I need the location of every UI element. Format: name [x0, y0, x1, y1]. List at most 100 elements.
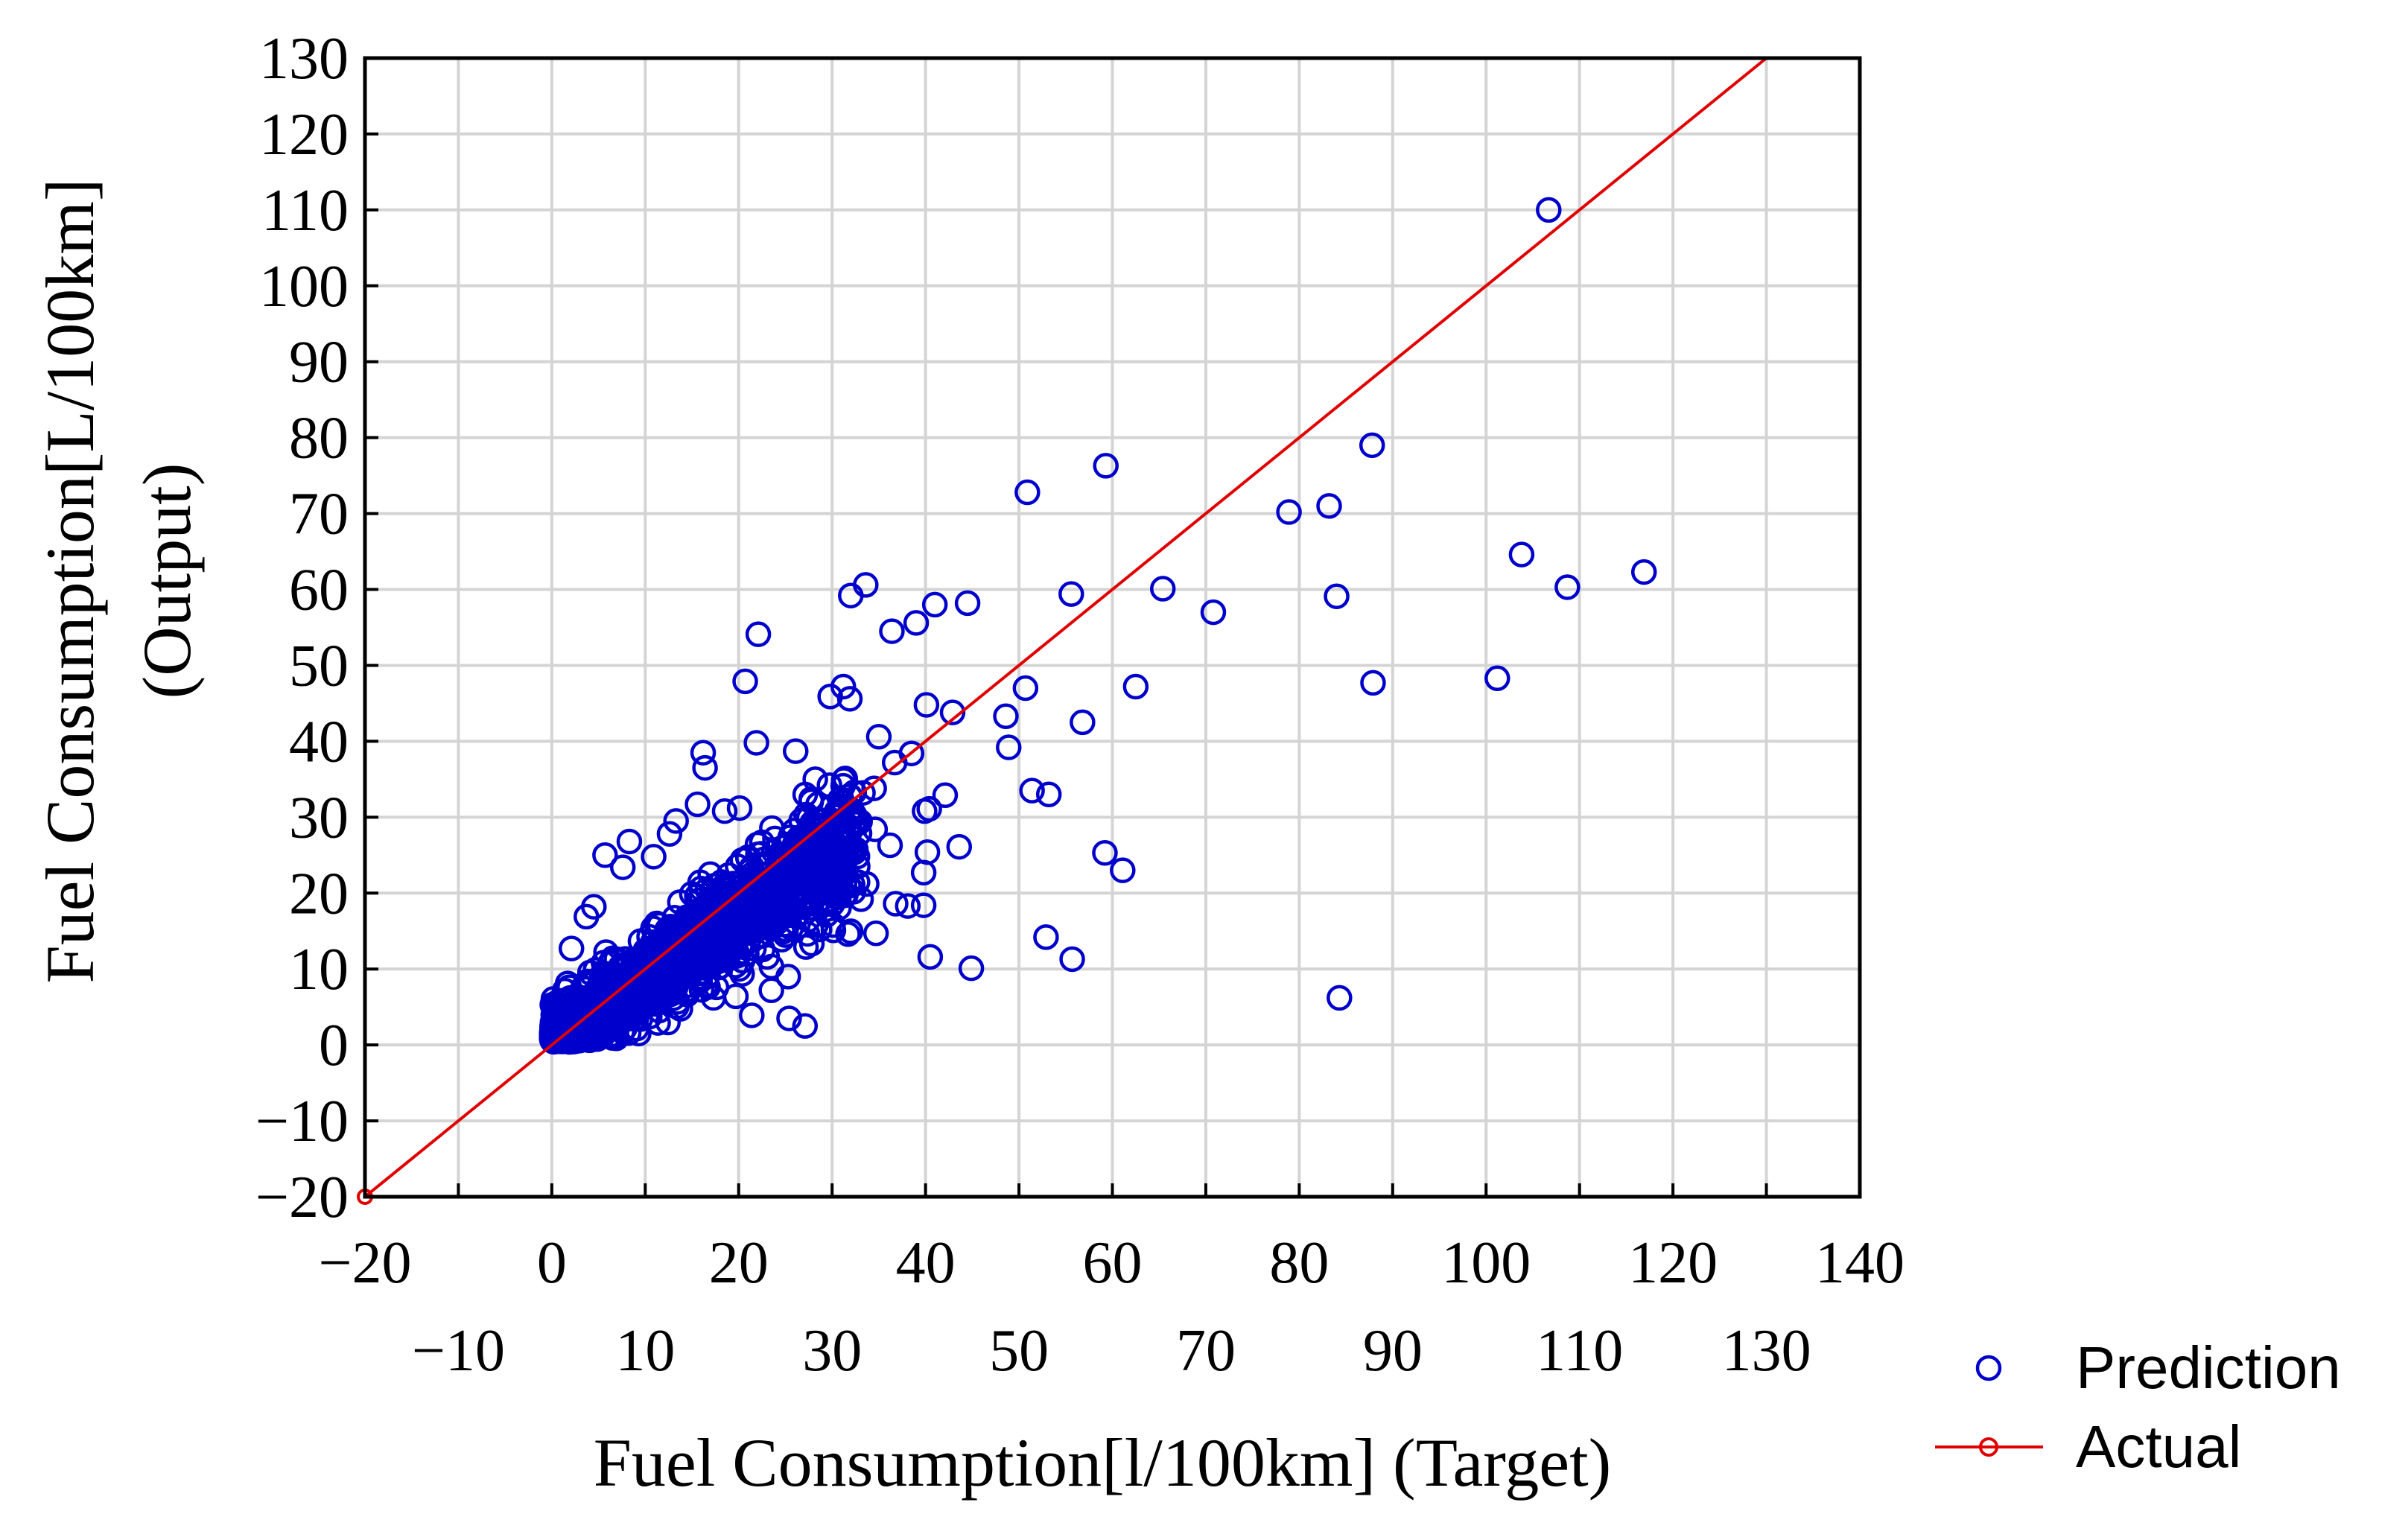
- prediction-point: [921, 591, 948, 618]
- prediction-point: [1014, 479, 1041, 506]
- prediction-point: [684, 791, 711, 818]
- prediction-point: [910, 892, 937, 918]
- prediction-point: [806, 844, 832, 870]
- x-tick-label-upper: 120: [1628, 1230, 1718, 1296]
- prediction-point: [825, 818, 852, 845]
- prediction-point: [836, 686, 863, 712]
- prediction-point: [817, 684, 843, 710]
- prediction-point: [1316, 493, 1342, 519]
- prediction-point: [724, 881, 751, 908]
- prediction-point: [1093, 453, 1119, 479]
- x-tick-labels-lower: −10 10 30 50 70 90 110 130: [412, 1318, 1811, 1384]
- prediction-point: [623, 958, 649, 985]
- prediction-point: [816, 887, 843, 913]
- prediction-point: [802, 766, 828, 792]
- prediction-point: [903, 610, 930, 636]
- y-tick-label: 0: [319, 1013, 349, 1078]
- prediction-points: [539, 197, 1657, 1055]
- prediction-point: [895, 893, 921, 919]
- prediction-point: [769, 926, 795, 953]
- prediction-point: [1012, 675, 1039, 702]
- prediction-point: [656, 821, 683, 847]
- x-tick-label-upper: 80: [1269, 1230, 1329, 1296]
- prediction-point: [715, 902, 741, 929]
- prediction-point: [558, 935, 585, 961]
- prediction-point: [946, 833, 973, 860]
- prediction-point: [726, 795, 753, 821]
- legend-item-prediction: Prediction: [1975, 1335, 2341, 1401]
- prediction-point: [881, 749, 908, 776]
- prediction-point: [690, 940, 717, 967]
- prediction-point: [803, 912, 829, 938]
- prediction-point: [879, 618, 905, 644]
- prediction-point: [803, 891, 830, 917]
- prediction-point: [690, 739, 717, 766]
- prediction-point: [836, 783, 863, 809]
- prediction-point: [854, 871, 880, 897]
- prediction-point: [655, 1009, 682, 1036]
- legend-prediction-label: Prediction: [2076, 1335, 2341, 1401]
- y-tick-label: 20: [289, 861, 349, 926]
- prediction-point: [790, 823, 816, 850]
- prediction-point: [743, 730, 769, 756]
- prediction-point: [600, 1022, 626, 1048]
- prediction-point: [745, 621, 772, 647]
- prediction-point: [616, 828, 643, 855]
- prediction-point: [645, 1010, 671, 1036]
- prediction-point: [766, 879, 792, 906]
- y-tick-label: 100: [259, 254, 349, 319]
- prediction-point: [711, 798, 738, 824]
- prediction-point: [783, 738, 809, 764]
- prediction-point: [722, 983, 749, 1010]
- prediction-point: [862, 816, 889, 842]
- prediction-point: [914, 839, 941, 865]
- prediction-point: [732, 668, 758, 695]
- prediction-point: [1122, 673, 1149, 700]
- prediction-point: [932, 782, 959, 809]
- prediction-point: [1276, 499, 1302, 525]
- prediction-point: [574, 903, 600, 930]
- y-tick-label: 30: [289, 785, 349, 850]
- y-tick-label: 130: [259, 26, 349, 92]
- prediction-point: [792, 934, 819, 960]
- prediction-point: [1360, 669, 1386, 696]
- prediction-point: [1554, 574, 1581, 600]
- y-tick-label: 60: [289, 558, 349, 623]
- prediction-point: [758, 977, 784, 1003]
- y-tick-label: 50: [289, 633, 349, 699]
- prediction-point: [832, 766, 858, 792]
- prediction-point: [609, 854, 636, 880]
- prediction-point: [745, 867, 771, 893]
- x-tick-label-upper: −20: [318, 1230, 411, 1296]
- y-axis-title: Fuel Consumption[L/100km]: [32, 179, 108, 984]
- prediction-point: [958, 955, 985, 982]
- prediction-point: [939, 699, 966, 725]
- prediction-point: [749, 829, 775, 856]
- prediction-point: [539, 1026, 565, 1052]
- y-axis-title-line1: Fuel Consumption[L/100km]: [32, 179, 108, 984]
- prediction-point: [1508, 541, 1535, 567]
- prediction-point: [863, 920, 889, 947]
- prediction-point: [824, 798, 850, 824]
- prediction-point: [847, 809, 873, 835]
- prediction-point: [913, 692, 940, 718]
- x-tick-label-lower: 10: [615, 1318, 675, 1384]
- actual-line: [363, 57, 1767, 1198]
- prediction-point: [1149, 576, 1176, 602]
- prediction-point: [1058, 581, 1084, 607]
- prediction-point: [838, 582, 864, 608]
- prediction-point: [663, 808, 689, 834]
- x-axis-title: Fuel Consumption[l/100km] (Target): [594, 1425, 1612, 1501]
- prediction-point: [775, 964, 801, 990]
- y-tick-label: 90: [289, 330, 349, 395]
- x-tick-label-upper: 20: [709, 1230, 769, 1296]
- prediction-point: [815, 870, 842, 897]
- y-tick-label: 80: [289, 406, 349, 471]
- prediction-point: [848, 886, 874, 912]
- prediction-point: [1070, 709, 1096, 736]
- prediction-point: [699, 878, 725, 905]
- prediction-point: [611, 955, 638, 982]
- legend-item-actual: Actual: [1935, 1413, 2241, 1480]
- prediction-point: [1359, 432, 1385, 459]
